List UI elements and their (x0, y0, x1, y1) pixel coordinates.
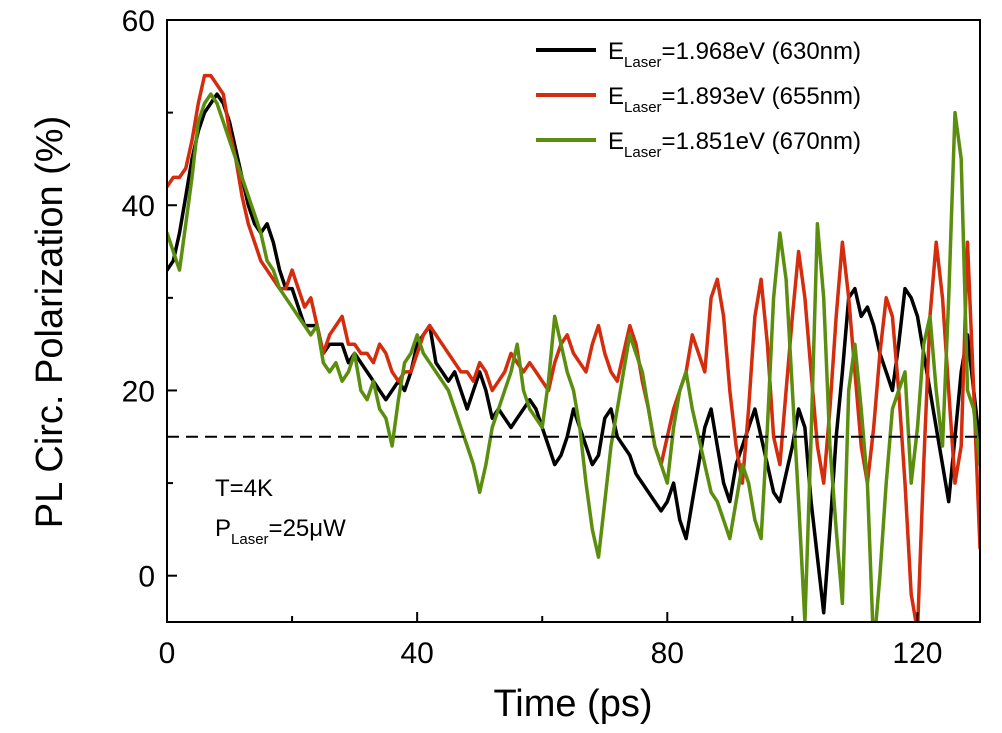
legend-label-1: ELaser=1.893eV (655nm) (608, 83, 861, 116)
series-line-1 (167, 73, 980, 622)
x-tick-label: 40 (400, 637, 433, 670)
annotation-laser-power: PLaser=25μW (215, 515, 346, 548)
series-layer (167, 73, 980, 622)
annotation-temperature: T=4K (215, 475, 273, 502)
ticks-layer: 0 40 80 120 0 20 40 60 (122, 5, 943, 670)
plot-frame (166, 19, 981, 623)
x-tick-label: 120 (892, 637, 942, 670)
y-tick-label: 20 (122, 375, 155, 408)
legend: ELaser=1.968eV (630nm) ELaser=1.893eV (6… (536, 38, 861, 161)
annotation: T=4K PLaser=25μW (215, 475, 346, 548)
y-axis-title: PL Circ. Polarization (%) (29, 116, 71, 529)
series-line-2 (167, 92, 980, 622)
series-line-0 (167, 92, 980, 615)
x-tick-label: 80 (651, 637, 684, 670)
legend-label-2: ELaser=1.851eV (670nm) (608, 128, 861, 161)
y-tick-label: 0 (138, 561, 155, 594)
x-tick-label: 0 (159, 637, 176, 670)
legend-label-0: ELaser=1.968eV (630nm) (608, 38, 861, 71)
y-tick-label: 60 (122, 5, 155, 38)
y-tick-label: 40 (122, 190, 155, 223)
x-axis-title: Time (ps) (493, 683, 652, 725)
